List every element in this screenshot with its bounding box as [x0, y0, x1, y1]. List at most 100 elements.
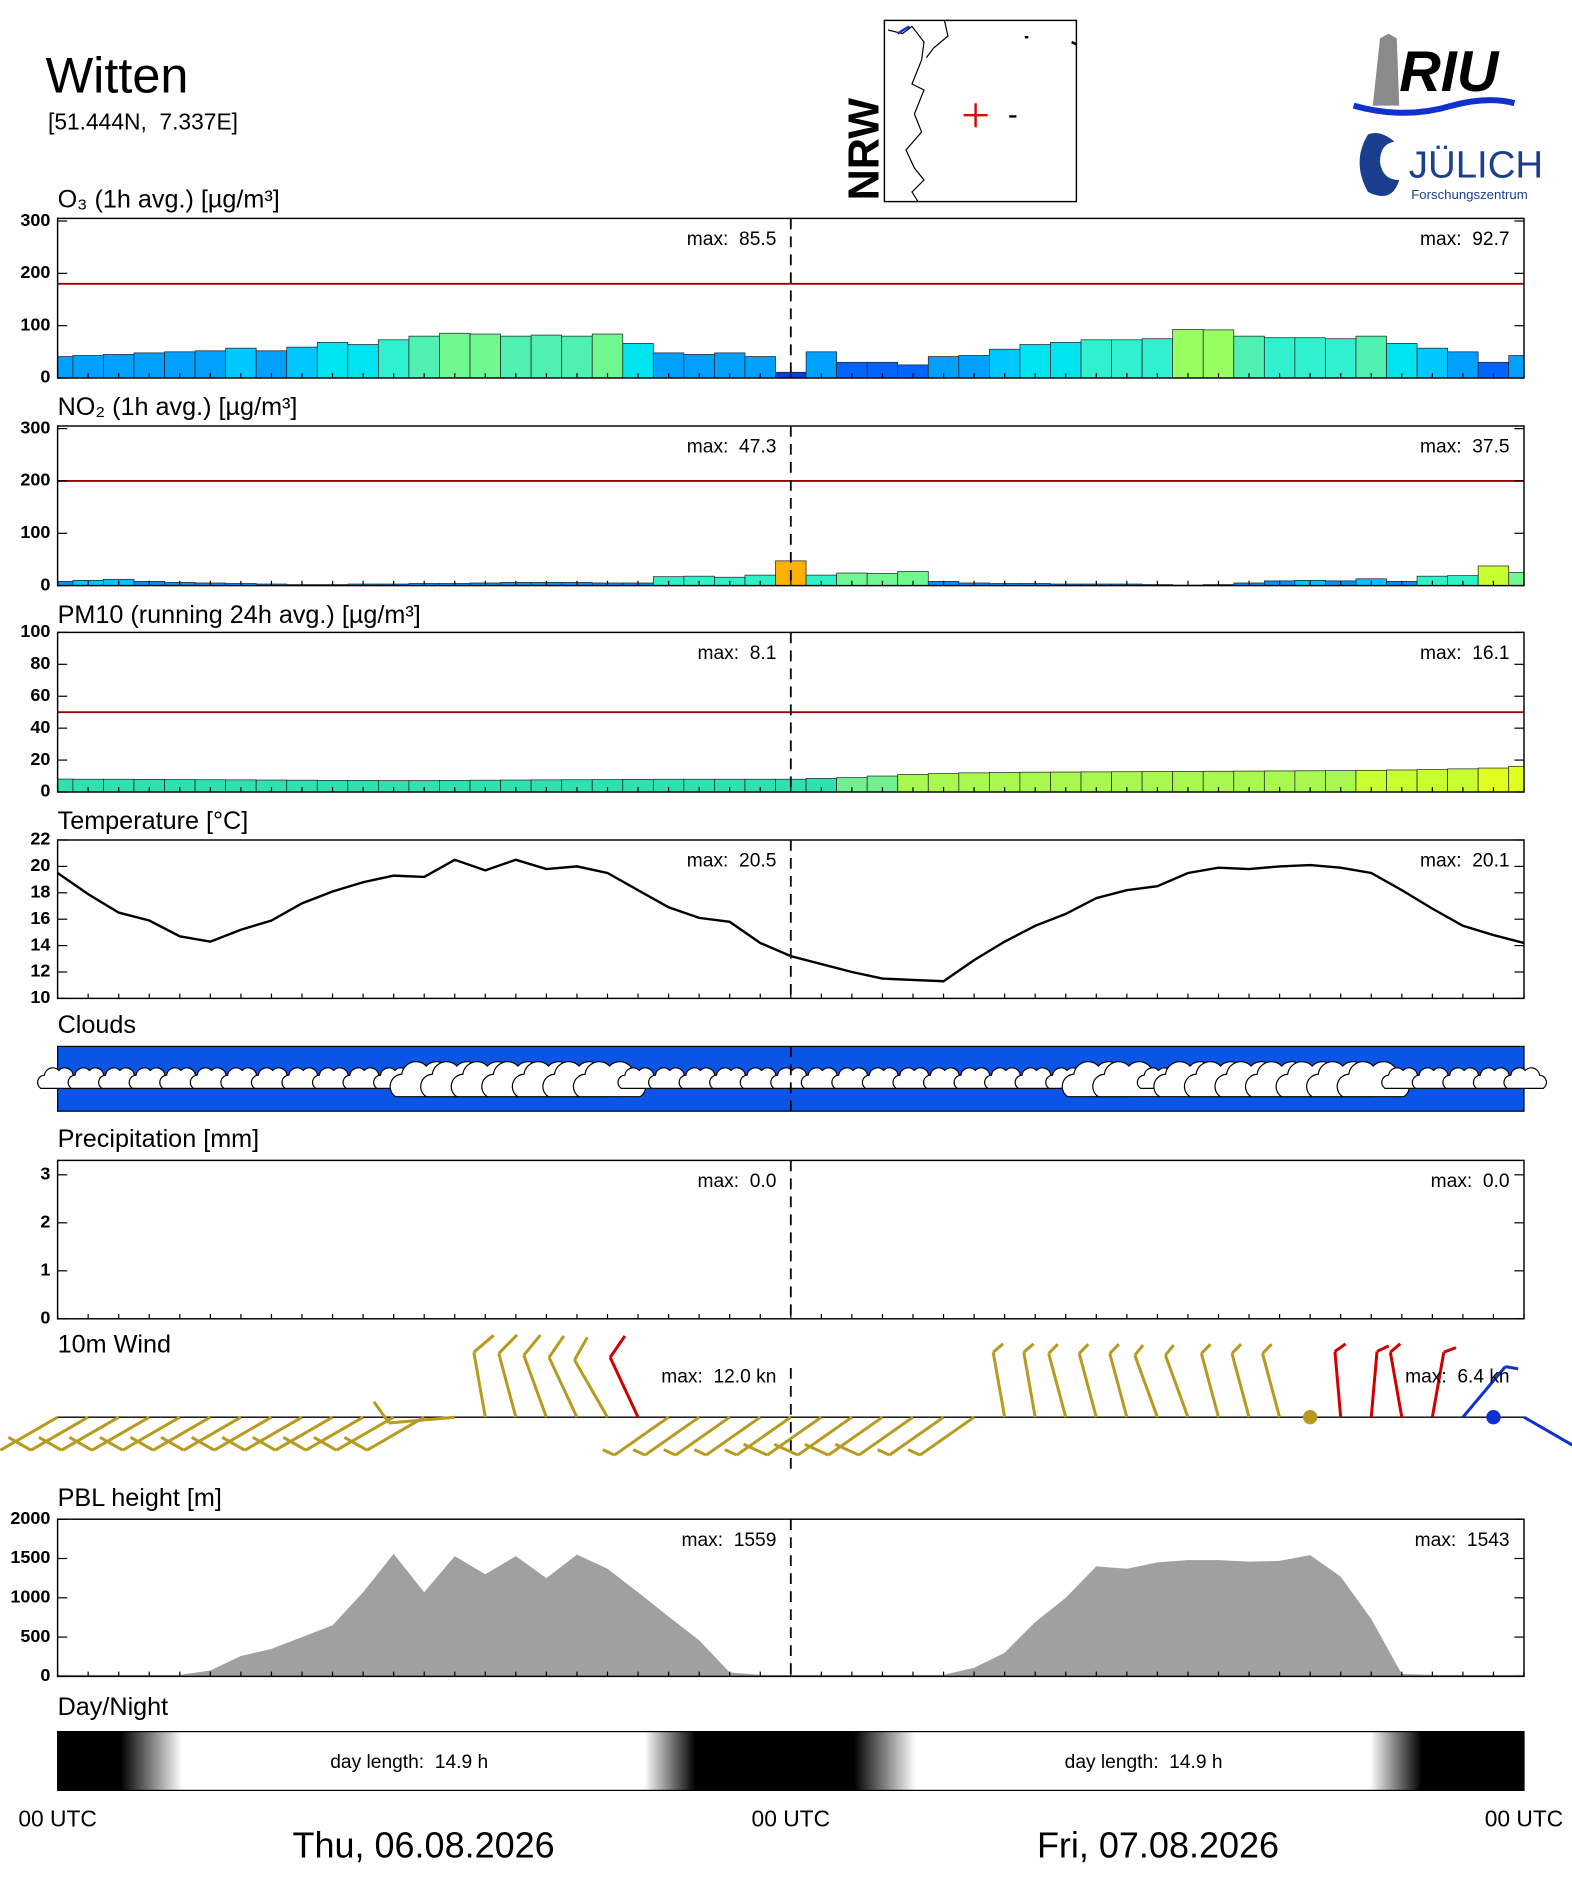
- bar: [1508, 355, 1524, 378]
- y-tick-label: 100: [20, 621, 50, 641]
- barb-feather: [804, 1442, 830, 1457]
- barb-shaft: [766, 1415, 823, 1457]
- barb-feather: [1443, 1346, 1457, 1354]
- wind-barb: [522, 1334, 548, 1418]
- wind-barb: [1302, 1409, 1318, 1425]
- x-tick-label: 00 UTC: [1485, 1805, 1564, 1831]
- logos: RIU JÜLICH Forschungszentrum: [1352, 33, 1543, 202]
- barb-feather: [693, 1448, 707, 1457]
- barb-shaft: [522, 1354, 548, 1418]
- wind-barb: [1163, 1344, 1190, 1418]
- y-tick-label: 100: [20, 314, 50, 334]
- barb-shaft: [30, 1415, 89, 1452]
- wind-barb: [907, 1415, 975, 1457]
- barb-shaft: [1133, 1354, 1159, 1418]
- bar: [1508, 765, 1524, 792]
- barb-shaft: [335, 1415, 395, 1452]
- day-length-label: day length: 14.9 h: [330, 1752, 488, 1773]
- bar: [1508, 572, 1524, 586]
- bar: [1325, 338, 1357, 378]
- wind-barb: [804, 1415, 884, 1457]
- logo-spire: [1372, 33, 1400, 106]
- y-tick-label: 0: [40, 367, 50, 387]
- wind-barb: [1047, 1343, 1068, 1418]
- max-label: max: 20.1: [1420, 851, 1510, 872]
- barb-shaft: [1022, 1351, 1037, 1418]
- max-label: max: 0.0: [697, 1171, 776, 1192]
- barb-feather: [313, 1436, 338, 1452]
- map-label: NRW: [840, 98, 888, 201]
- y-tick-label: 18: [30, 882, 50, 902]
- bar: [1050, 342, 1082, 378]
- panel-title: PBL height [m]: [58, 1484, 222, 1512]
- bar: [530, 334, 563, 378]
- barb-feather: [7, 1436, 32, 1452]
- barb-shaft: [674, 1415, 731, 1457]
- wind-barb: [547, 1335, 579, 1418]
- panel-title: PM10 (running 24h avg.) [µg/m³]: [58, 601, 421, 629]
- map-border: [887, 25, 925, 202]
- wind-barb: [663, 1415, 731, 1457]
- wind-barb: [991, 1342, 1007, 1418]
- barb-feather: [1376, 1344, 1390, 1353]
- barb-feather: [472, 1334, 495, 1354]
- wind-barb: [877, 1415, 945, 1457]
- wind-barb: [68, 1415, 151, 1452]
- y-tick-label: 2000: [10, 1508, 50, 1528]
- barb-feather: [372, 1400, 391, 1424]
- cloud-icon: [1503, 1067, 1547, 1089]
- bar: [316, 342, 349, 378]
- wind-barb: [7, 1415, 89, 1452]
- pbl-area: [57, 1553, 1524, 1677]
- y-tick-label: 200: [20, 470, 50, 490]
- barb-feather: [1164, 1344, 1175, 1357]
- bar: [286, 346, 318, 378]
- y-tick-label: 40: [30, 717, 50, 737]
- barb-feather: [1334, 1342, 1347, 1353]
- barb-shaft: [305, 1415, 364, 1452]
- y-tick-label: 0: [40, 574, 50, 594]
- bar: [1233, 335, 1265, 378]
- panel-title: O₃ (1h avg.) [µg/m³]: [58, 186, 280, 214]
- map-border: [1071, 40, 1077, 46]
- barb-feather: [724, 1448, 738, 1457]
- y-tick-label: 0: [40, 781, 50, 801]
- wind-barb: [190, 1415, 273, 1452]
- barb-feather: [1078, 1343, 1090, 1355]
- wind-barb: [0, 1415, 59, 1452]
- wind-barb: [1388, 1342, 1404, 1418]
- wind-barb: [773, 1415, 853, 1457]
- barb-feather: [632, 1448, 646, 1457]
- y-tick-label: 0: [40, 1308, 50, 1328]
- barb-feather: [547, 1335, 566, 1359]
- barb-shaft: [152, 1415, 212, 1452]
- max-label: max: 12.0 kn: [661, 1367, 776, 1388]
- max-label: max: 6.4 kn: [1405, 1367, 1510, 1388]
- calm-dot: [1302, 1409, 1318, 1425]
- y-tick-label: 200: [20, 262, 50, 282]
- barb-feather: [160, 1436, 185, 1452]
- wind-barb: [252, 1415, 334, 1452]
- y-tick-label: 80: [30, 653, 50, 673]
- barb-feather: [573, 1336, 589, 1361]
- y-tick-label: 1: [40, 1260, 50, 1280]
- barb-feather: [834, 1442, 860, 1457]
- barb-feather: [1200, 1343, 1212, 1355]
- max-label: max: 47.3: [687, 437, 777, 458]
- panel-title: 10m Wind: [58, 1330, 171, 1358]
- y-tick-label: 22: [30, 829, 50, 849]
- bar: [439, 332, 471, 378]
- day-length-label: day length: 14.9 h: [1065, 1752, 1223, 1773]
- y-tick-label: 20: [30, 749, 50, 769]
- bar: [347, 344, 379, 378]
- barb-feather: [992, 1342, 1005, 1354]
- barb-feather: [38, 1436, 63, 1452]
- max-label: max: 1559: [681, 1530, 776, 1551]
- barb-shaft: [1163, 1354, 1190, 1418]
- wind-barb: [1077, 1343, 1098, 1418]
- bar: [1019, 344, 1051, 378]
- logo-riu: RIU: [1399, 40, 1500, 104]
- bar: [1172, 329, 1204, 378]
- y-tick-label: 10: [30, 987, 50, 1007]
- panel-title: Day/Night: [58, 1693, 169, 1721]
